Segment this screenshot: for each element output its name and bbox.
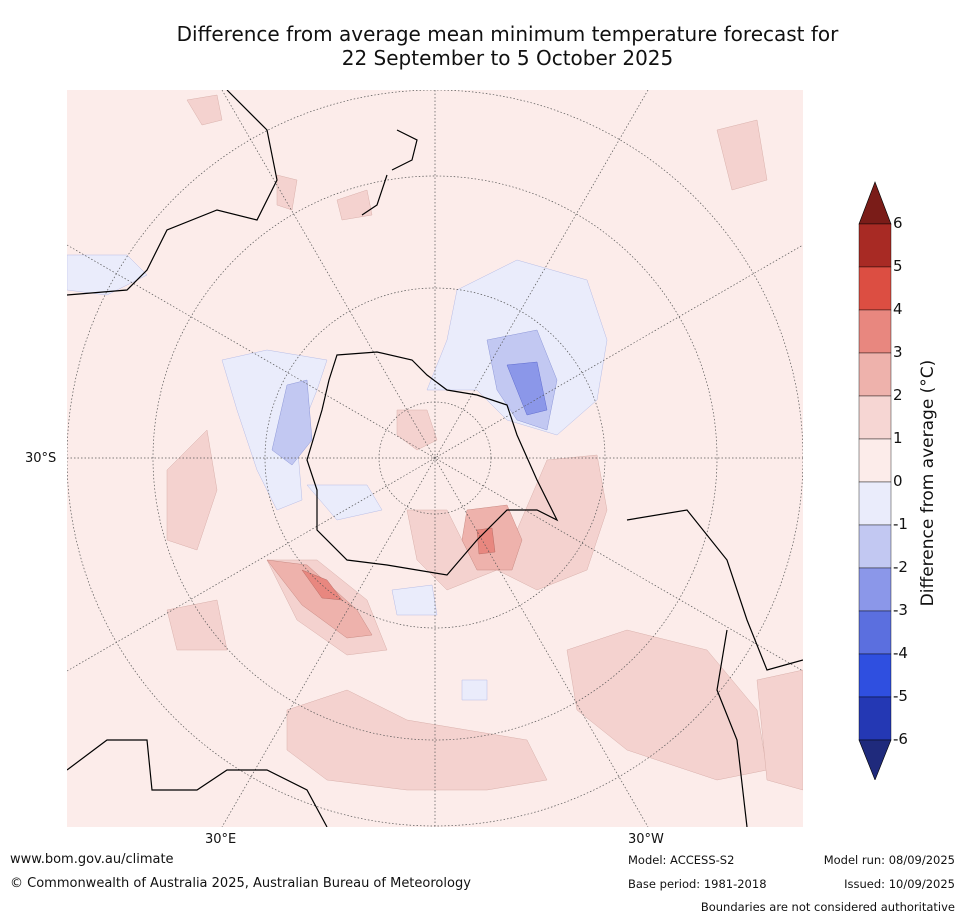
anomaly-region <box>756 669 803 791</box>
anomaly-region <box>461 679 488 701</box>
colorbar-tick-label: 5 <box>893 257 903 275</box>
colorbar-segment <box>858 352 892 397</box>
colorbar-segment <box>858 481 892 526</box>
colorbar-tick-label: 6 <box>893 214 903 232</box>
colorbar-segment <box>858 309 892 354</box>
colorbar-under-triangle <box>858 739 892 780</box>
title-line-1: Difference from average mean minimum tem… <box>176 22 839 46</box>
australia-coastline <box>67 739 328 827</box>
colorbar-tick-label: -2 <box>893 558 908 576</box>
footer-base-period: Base period: 1981-2018 <box>628 877 767 891</box>
colorbar-segment <box>858 653 892 698</box>
anomaly-region <box>166 429 218 551</box>
anomaly-region <box>716 119 768 191</box>
colorbar-over-triangle <box>858 181 892 225</box>
lon-label-30e: 30°E <box>205 832 237 847</box>
colorbar-segment <box>858 395 892 440</box>
anomaly-region <box>186 94 223 126</box>
colorbar-title: Difference from average (°C) <box>918 359 938 607</box>
colorbar-tick-label: 4 <box>893 300 903 318</box>
anomaly-region <box>336 189 373 221</box>
colorbar-segment <box>858 266 892 311</box>
anomaly-region <box>271 379 313 466</box>
south-america-coastline <box>626 509 803 827</box>
colorbar-segment <box>858 223 892 268</box>
colorbar-tick-label: 3 <box>893 343 903 361</box>
new-zealand-coastline <box>361 129 418 216</box>
antarctica-coastline <box>306 351 559 576</box>
polar-map <box>67 90 803 827</box>
lon-label-30w: 30°W <box>628 832 664 847</box>
colorbar-tick-label: -3 <box>893 601 908 619</box>
coastlines <box>67 90 803 827</box>
footer-disclaimer: Boundaries are not considered authoritat… <box>700 900 955 914</box>
colorbar-segment <box>858 567 892 612</box>
anomaly-region <box>476 527 496 555</box>
colorbar-tick-label: 0 <box>893 472 903 490</box>
anomaly-region <box>286 689 548 791</box>
footer-issued: Issued: 10/09/2025 <box>844 877 955 891</box>
colorbar-tick-label: -1 <box>893 515 908 533</box>
anomaly-region <box>306 484 383 521</box>
anomaly-2-3-regions <box>301 527 496 601</box>
map-title: Difference from average mean minimum tem… <box>60 22 955 70</box>
colorbar-tick-label: -4 <box>893 644 908 662</box>
anomaly-region <box>266 559 373 639</box>
colorbar-segment <box>858 696 892 741</box>
anomaly-region <box>506 361 548 416</box>
latitude-circle <box>152 175 718 741</box>
anomaly-region <box>67 254 148 296</box>
colorbar-tick-label: -6 <box>893 730 908 748</box>
anomaly-region <box>166 599 228 651</box>
anomaly-region <box>391 584 438 616</box>
footer-copyright: © Commonwealth of Australia 2025, Austra… <box>10 876 471 891</box>
colorbar-segment <box>858 610 892 655</box>
anomaly-neg-2-3-regions <box>506 361 548 416</box>
africa-coastline <box>67 90 278 296</box>
latitude-circle <box>264 287 606 629</box>
colorbar-segment <box>858 438 892 483</box>
colorbar-tick-label: -5 <box>893 687 908 705</box>
footer-url[interactable]: www.bom.gov.au/climate <box>10 852 174 867</box>
colorbar-segment <box>858 524 892 569</box>
lat-label-30s: 30°S <box>25 451 57 466</box>
footer-model-run: Model run: 08/09/2025 <box>823 853 955 867</box>
colorbar-segments <box>858 223 892 741</box>
graticule <box>67 90 803 827</box>
colorbar <box>858 181 892 780</box>
title-line-2: 22 September to 5 October 2025 <box>341 46 674 70</box>
footer-model: Model: ACCESS-S2 <box>628 853 735 867</box>
anomaly-region <box>276 174 298 211</box>
colorbar-tick-label: 2 <box>893 386 903 404</box>
colorbar-tick-label: 1 <box>893 429 903 447</box>
